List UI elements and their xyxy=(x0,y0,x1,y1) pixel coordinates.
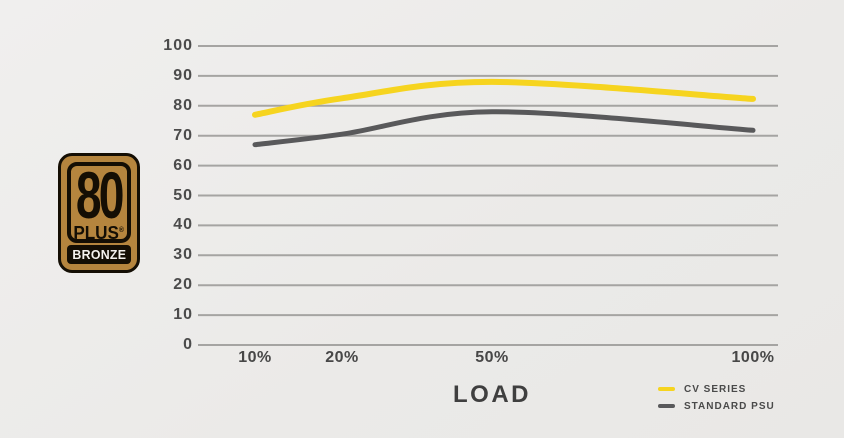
badge-tier-bar: BRONZE xyxy=(67,245,131,264)
legend-swatch-icon xyxy=(658,404,675,408)
legend-item-cv-series: CV SERIES xyxy=(658,383,775,395)
y-tick-label-40: 40 xyxy=(173,216,193,234)
registered-mark: ® xyxy=(119,227,125,234)
y-tick-label-90: 90 xyxy=(173,66,193,84)
x-tick-label-20pct: 20% xyxy=(325,349,359,366)
legend-label: STANDARD PSU xyxy=(684,400,775,412)
80plus-bronze-badge: 80 PLUS® BRONZE xyxy=(58,153,140,273)
y-tick-label-80: 80 xyxy=(173,96,193,114)
x-axis-title: LOAD xyxy=(453,381,531,408)
y-tick-label-100: 100 xyxy=(163,37,193,54)
legend-item-standard-psu: STANDARD PSU xyxy=(658,400,775,412)
y-tick-label-20: 20 xyxy=(173,276,193,294)
x-tick-label-50pct: 50% xyxy=(475,349,509,366)
badge-plus-label: PLUS® xyxy=(73,223,125,243)
badge-inner-frame: 80 PLUS® xyxy=(67,162,131,243)
y-tick-label-0: 0 xyxy=(183,336,193,353)
chart-legend: CV SERIES STANDARD PSU xyxy=(658,383,775,417)
standard-psu-curve xyxy=(252,109,756,148)
x-tick-label-10pct: 10% xyxy=(238,349,272,366)
y-tick-label-50: 50 xyxy=(173,186,193,204)
cv-series-curve xyxy=(252,78,756,118)
legend-label: CV SERIES xyxy=(684,383,747,395)
legend-swatch-icon xyxy=(658,387,675,391)
y-tick-label-10: 10 xyxy=(173,306,193,324)
x-tick-label-100pct: 100% xyxy=(731,349,775,366)
y-tick-label-30: 30 xyxy=(173,246,193,264)
y-tick-label-70: 70 xyxy=(173,126,193,144)
badge-tier-label: BRONZE xyxy=(72,247,126,262)
badge-number: 80 xyxy=(76,162,125,232)
y-tick-label-60: 60 xyxy=(173,156,193,174)
